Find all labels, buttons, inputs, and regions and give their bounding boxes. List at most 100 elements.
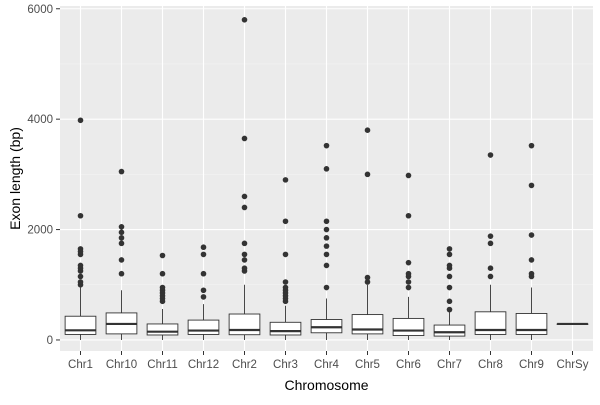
outlier-point (118, 168, 125, 175)
outlier-point (200, 251, 207, 258)
box-rect (269, 321, 302, 336)
box-rect (392, 317, 425, 336)
outlier-point (405, 172, 412, 179)
outlier-point (323, 226, 330, 233)
outlier-point (77, 262, 84, 269)
x-tick-label: Chr8 (478, 359, 503, 371)
outlier-point (77, 279, 84, 285)
box-chr7 (433, 246, 466, 340)
outlier-point (159, 284, 166, 291)
box-rect (474, 311, 507, 335)
outlier-point (77, 246, 84, 252)
outlier-point (405, 212, 412, 219)
box-rect (146, 323, 179, 336)
x-tick-label: Chr3 (273, 359, 298, 371)
outlier-point (528, 232, 535, 238)
outlier-point (364, 171, 371, 178)
box-chr6 (392, 172, 425, 340)
box-rect (433, 324, 466, 337)
outlier-point (528, 257, 535, 263)
outlier-point (159, 270, 166, 277)
outlier-point (77, 212, 84, 219)
outlier-point (364, 279, 371, 285)
box-rect (515, 313, 548, 335)
outlier-point (323, 235, 330, 241)
outlier-point (282, 279, 289, 285)
x-axis-ticks: Chr1 Chr10 Chr11 Chr12 Chr2 Chr3 Chr4 Chr5 Chr6 C… (68, 351, 589, 371)
x-tick-label: Chr11 (147, 359, 177, 371)
outlier-point (487, 152, 494, 158)
outlier-point (487, 240, 494, 247)
outlier-point (200, 294, 207, 300)
outlier-point (487, 273, 494, 280)
outlier-point (241, 240, 248, 247)
y-axis-ticks: 0 2000 4000 6000 (27, 4, 60, 347)
box-chr8 (474, 152, 507, 340)
box-chr3 (269, 177, 302, 340)
outlier-point (200, 244, 207, 251)
box-chr11 (146, 252, 179, 340)
outlier-point (323, 243, 330, 249)
outlier-point (282, 177, 289, 183)
outlier-point (241, 257, 248, 263)
x-tick-label: Chr6 (396, 359, 421, 371)
outlier-point (282, 218, 289, 225)
box-rect (64, 315, 97, 335)
box-chr4 (310, 142, 343, 340)
x-tick-label: Chr10 (106, 359, 137, 371)
outlier-point (487, 265, 494, 272)
outlier-point (446, 246, 453, 252)
box-chr2 (228, 17, 261, 340)
outlier-point (487, 233, 494, 239)
outlier-point (200, 270, 207, 277)
outlier-point (118, 235, 125, 241)
outlier-point (118, 257, 125, 263)
box-chr5 (351, 127, 384, 340)
x-tick-label: Chr2 (232, 359, 257, 371)
x-axis-title: Chromosome (284, 377, 368, 393)
box-chr9 (515, 142, 548, 340)
outlier-point (241, 135, 248, 142)
outlier-point (528, 142, 535, 149)
box-chr12 (187, 244, 220, 340)
outlier-point (446, 298, 453, 305)
outlier-point (241, 251, 248, 258)
outlier-point (364, 274, 371, 281)
outlier-point (323, 142, 330, 149)
outlier-point (77, 273, 84, 280)
outlier-point (241, 265, 248, 272)
x-tick-label: Chr9 (519, 359, 544, 371)
outlier-point (323, 251, 330, 258)
box-chr10 (105, 168, 138, 340)
box-chr1 (64, 117, 97, 340)
outlier-point (323, 218, 330, 225)
x-tick-label: Chr4 (314, 359, 340, 371)
y-tick-label: 6000 (27, 4, 53, 16)
x-tick-label: Chr5 (355, 359, 380, 371)
outlier-point (446, 262, 453, 269)
y-tick-label: 4000 (27, 114, 53, 126)
outlier-point (446, 284, 453, 291)
outlier-point (282, 284, 289, 291)
x-tick-label: Chr1 (68, 359, 93, 371)
box-chrsy (556, 322, 589, 326)
outlier-point (405, 259, 412, 266)
outlier-point (405, 270, 412, 277)
box-rect (310, 319, 343, 334)
outlier-point (528, 182, 535, 189)
outlier-point (241, 193, 248, 200)
outlier-point (241, 204, 248, 211)
x-tick-label: Chr7 (437, 359, 462, 371)
y-tick-label: 2000 (27, 225, 53, 237)
outlier-point (528, 270, 535, 277)
box-rect (228, 313, 261, 336)
outlier-point (118, 240, 125, 247)
outlier-point (323, 262, 330, 269)
box-series (64, 17, 589, 340)
outlier-point (405, 279, 412, 285)
x-tick-label: Chr12 (188, 359, 219, 371)
y-axis-title: Exon length (bp) (7, 127, 23, 230)
outlier-point (282, 251, 289, 258)
